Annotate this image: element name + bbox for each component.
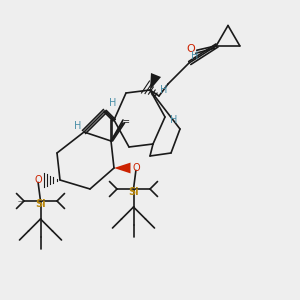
Text: Si: Si <box>128 187 139 197</box>
Polygon shape <box>150 73 161 90</box>
Text: O: O <box>186 44 195 54</box>
Text: H: H <box>109 98 116 109</box>
Polygon shape <box>114 163 130 173</box>
Text: O: O <box>34 175 42 185</box>
Text: —: — <box>17 198 25 204</box>
Text: H: H <box>191 51 199 62</box>
Text: O: O <box>132 163 140 173</box>
Text: H: H <box>170 115 178 125</box>
Text: =: = <box>122 117 130 126</box>
Text: H: H <box>74 121 82 131</box>
Text: Si: Si <box>35 199 46 209</box>
Text: H: H <box>160 85 167 95</box>
